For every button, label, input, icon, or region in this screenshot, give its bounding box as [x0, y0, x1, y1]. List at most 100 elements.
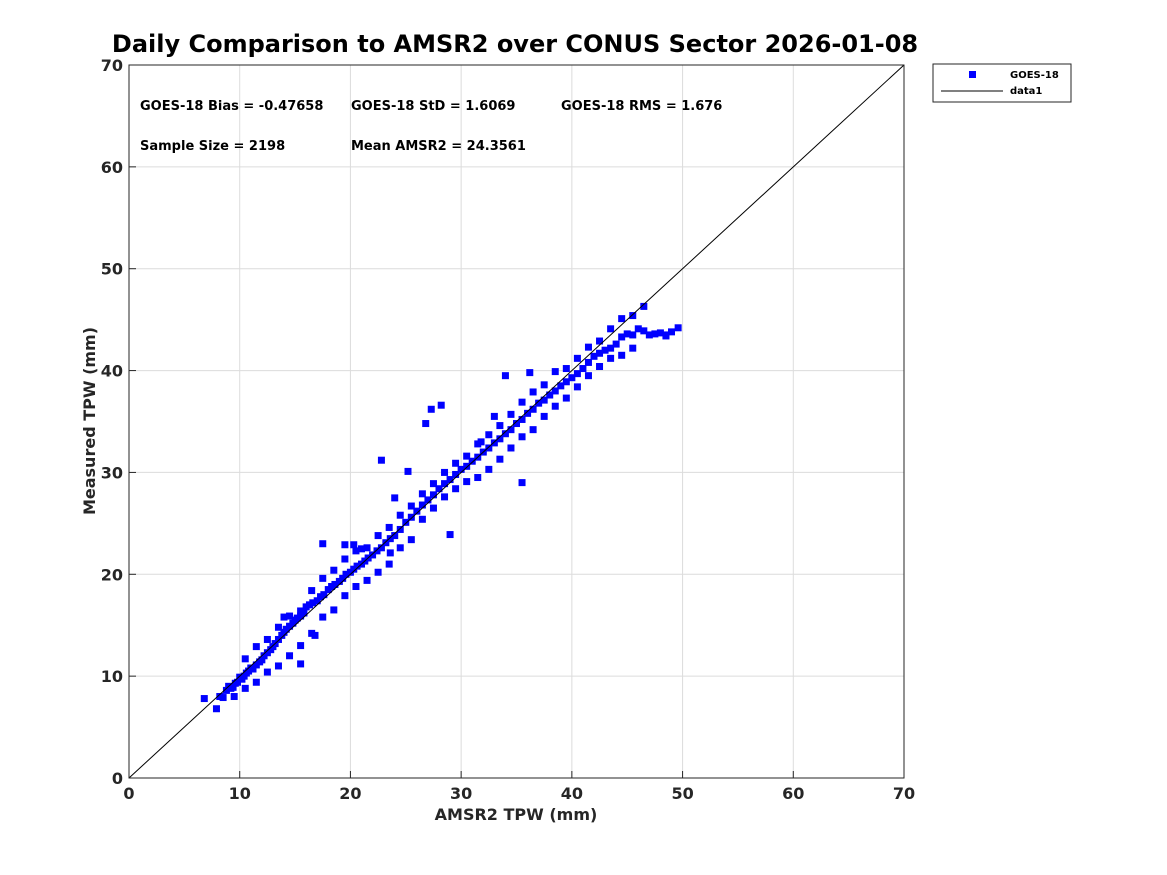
x-tick-label: 40 — [561, 784, 583, 803]
scatter-point — [490, 439, 498, 447]
scatter-point — [358, 545, 365, 553]
scatter-point — [407, 502, 415, 510]
scatter-point — [286, 652, 294, 660]
scatter-point — [607, 325, 615, 333]
scatter-point — [386, 535, 394, 543]
scatter-point — [234, 678, 241, 686]
ticks: 0 10 20 30 40 50 60 70 0 10 20 30 40 50 60 70 — [101, 56, 915, 803]
scatter-point — [501, 372, 509, 380]
scatter-point — [573, 354, 581, 362]
scatter-point — [629, 331, 637, 339]
stats-annotations: GOES-18 Bias = -0.47658 GOES-18 StD = 1.… — [140, 99, 722, 154]
scatter-point — [330, 606, 338, 614]
scatter-point — [446, 476, 454, 484]
scatter-point — [374, 532, 382, 540]
scatter-point — [513, 420, 520, 428]
scatter-point — [568, 374, 576, 382]
scatter-point — [274, 635, 282, 643]
axes-frame — [128, 64, 905, 779]
scatter-point — [352, 547, 360, 555]
scatter-point — [607, 344, 615, 352]
scatter-point — [200, 695, 208, 703]
scatter-point — [429, 491, 437, 499]
x-tick-label: 60 — [782, 784, 804, 803]
scatter-point — [463, 478, 471, 486]
scatter-point — [441, 468, 449, 476]
scatter-point — [320, 591, 328, 599]
scatter-point — [441, 480, 449, 488]
scatter-point — [518, 415, 526, 423]
scatter-point — [656, 329, 664, 337]
scatter-point — [562, 365, 570, 373]
scatter-point — [457, 465, 465, 473]
scatter-point — [396, 544, 404, 552]
scatter-point — [363, 576, 371, 584]
scatter-point — [540, 396, 548, 404]
scatter-point — [584, 372, 592, 380]
scatter-point — [518, 479, 526, 487]
scatter-point — [229, 683, 237, 691]
scatter-point — [407, 513, 415, 521]
y-tick-label: 40 — [101, 362, 123, 381]
scatter-point — [311, 631, 319, 639]
scatter-point — [634, 325, 642, 333]
scatter-point — [241, 684, 249, 692]
scatter-point — [341, 555, 349, 563]
scatter-point — [596, 362, 604, 370]
scatter-point — [501, 430, 509, 438]
scatter-point — [674, 324, 682, 332]
scatter-point — [535, 399, 543, 407]
scatter-point — [584, 343, 592, 351]
identity-line-series — [128, 64, 905, 779]
sample-size-stat: Sample Size = 2198 — [140, 139, 285, 154]
scatter-point — [212, 705, 220, 713]
scatter-point — [404, 467, 412, 475]
scatter-point — [573, 383, 581, 391]
scatter-point — [629, 344, 637, 352]
scatter-point — [507, 426, 515, 434]
scatter-point — [573, 370, 581, 378]
scatter-point — [496, 435, 504, 443]
scatter-point — [339, 574, 347, 582]
scatter-point — [252, 678, 260, 686]
scatter-point — [424, 496, 432, 504]
scatter-point — [374, 568, 382, 576]
scatter-point — [452, 459, 460, 467]
scatter-point — [363, 544, 371, 552]
scatter-point — [518, 398, 526, 406]
scatter-point — [274, 623, 282, 631]
scatter-point — [342, 570, 350, 578]
y-tick-label: 50 — [101, 260, 123, 279]
scatter-point — [579, 365, 587, 373]
x-tick-label: 30 — [450, 784, 472, 803]
scatter-point — [280, 613, 288, 621]
identity-line — [128, 64, 905, 779]
scatter-point — [230, 693, 238, 701]
x-tick-label: 70 — [893, 784, 915, 803]
scatter-point — [463, 452, 471, 460]
scatter-point — [529, 426, 537, 434]
scatter-point — [385, 523, 393, 531]
scatter-point — [319, 613, 327, 621]
scatter-point — [297, 607, 305, 615]
mean-stat: Mean AMSR2 = 24.3561 — [351, 139, 526, 154]
plot-area: 0 10 20 30 40 50 60 70 0 10 20 30 40 50 60 70 — [101, 56, 915, 803]
scatter-point — [386, 549, 394, 557]
scatter-point — [331, 580, 339, 588]
scatter-point — [629, 312, 637, 320]
x-tick-label: 20 — [339, 784, 361, 803]
scatter-point — [435, 485, 443, 493]
scatter-point — [645, 331, 653, 339]
scatter-point — [429, 480, 437, 488]
scatter-point — [596, 349, 604, 357]
scatter-point — [441, 493, 449, 501]
scatter-point — [369, 551, 377, 559]
scatter-point — [612, 340, 620, 348]
scatter-point — [477, 438, 485, 446]
scatter-point — [396, 511, 404, 519]
legend-box — [932, 63, 1072, 103]
scatter-point — [391, 532, 399, 540]
scatter-point — [377, 456, 385, 464]
scatter-point — [297, 660, 305, 668]
scatter-point — [418, 501, 426, 509]
